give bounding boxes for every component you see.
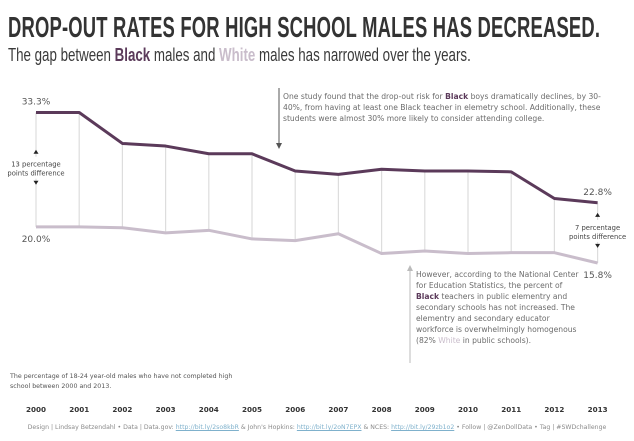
footer-jh-label: & John's Hopkins:: [238, 424, 297, 431]
link-nces[interactable]: http://bit.ly/29zb1o2: [391, 424, 455, 431]
annotation-text: boys dramatically declines, by 30-40%, f…: [283, 92, 601, 123]
annotation-text: teachers in public elementry and seconda…: [416, 292, 577, 345]
annotation-text: in public schools).: [460, 336, 532, 345]
annotation-highlight-black: Black: [445, 92, 469, 101]
subtitle-text: The gap between: [8, 45, 115, 65]
annotation-text: However, according to the National Cente…: [416, 270, 579, 290]
x-tick-label-2008: 2008: [372, 405, 392, 414]
chart-title: DROP-OUT RATES FOR HIGH SCHOOL MALES HAS…: [8, 12, 601, 44]
data-label-black-2013: 22.8%: [583, 188, 612, 198]
x-tick-label-2013: 2013: [588, 405, 608, 414]
annotation-highlight-black: Black: [416, 292, 440, 301]
x-tick-label-2003: 2003: [156, 405, 176, 414]
black-males-line: [36, 111, 598, 205]
arrow-down-icon: [595, 243, 601, 248]
x-tick-label-2001: 2001: [69, 405, 89, 414]
legend-black: Black: [114, 45, 151, 65]
x-tick-label-2011: 2011: [501, 405, 521, 414]
white-males-line: [36, 225, 598, 265]
footer-tag: Tag | #SWDchallenge: [539, 424, 607, 431]
x-tick-label-2002: 2002: [112, 405, 132, 414]
footer-design: Design | Lindsay Betzendahl: [27, 424, 116, 431]
data-label-white-2000: 20.0%: [22, 235, 51, 245]
legend-white: White: [219, 45, 256, 65]
x-tick-label-2000: 2000: [26, 405, 46, 414]
annotation-arrow-top: [276, 88, 282, 149]
footer-separator: •: [532, 424, 540, 431]
x-tick-label-2006: 2006: [285, 405, 305, 414]
annotation-arrows: [276, 88, 413, 363]
annotation-text: One study found that the drop-out risk f…: [283, 92, 446, 101]
connector-lines: [35, 112, 599, 263]
annotation-arrow-bottom: [407, 265, 413, 363]
data-label-white-2013: 15.8%: [583, 271, 612, 281]
annotation-bottom: However, according to the National Cente…: [416, 269, 586, 346]
arrow-down-icon: [276, 143, 282, 149]
series-lines: [35, 111, 598, 265]
arrow-up-icon: [407, 265, 413, 271]
footer-data-label: Data | Data.gov:: [123, 424, 176, 431]
x-tick-label-2005: 2005: [242, 405, 262, 414]
x-tick-label-2012: 2012: [544, 405, 564, 414]
value-labels: 33.3% 20.0% 22.8% 15.8%: [22, 98, 613, 282]
x-tick-label-2009: 2009: [415, 405, 435, 414]
x-tick-label-2004: 2004: [199, 405, 219, 414]
arrow-up-icon: [595, 212, 601, 217]
subtitle-text: males has narrowed over the years.: [255, 45, 471, 65]
footer-separator: •: [115, 424, 124, 431]
footer-follow: Follow | @ZenDollData: [461, 424, 533, 431]
diff-marker-end-bg: [565, 219, 630, 242]
footer-nces-label: & NCES:: [361, 424, 392, 431]
diff-marker-start-text: points difference: [7, 170, 64, 178]
diff-marker-end-text: points difference: [569, 233, 626, 241]
subtitle-text: males and: [150, 45, 220, 65]
arrow-up-icon: [33, 149, 39, 154]
diff-marker-start-bg: [4, 156, 68, 179]
x-tick-label-2010: 2010: [458, 405, 478, 414]
diff-marker-end-text: 7 percentage: [575, 224, 620, 232]
annotation-top: One study found that the drop-out risk f…: [283, 91, 613, 124]
footer: Design | Lindsay Betzendahl • Data | Dat…: [0, 424, 634, 431]
x-axis-labels: 2000 2001 2002 2003 2004 2005 2006 2007 2008 2009…: [26, 405, 608, 414]
chart-caption: The percentage of 18-24 year-old males w…: [10, 373, 233, 390]
annotation-highlight-white: White: [438, 336, 461, 345]
data-label-black-2000: 33.3%: [22, 98, 51, 108]
diff-marker-start-text: 13 percentage: [11, 161, 61, 169]
chart-subtitle: The gap between Black males and White ma…: [8, 45, 471, 66]
link-data-gov[interactable]: http://bit.ly/2so8kbR: [175, 424, 239, 431]
x-tick-label-2007: 2007: [328, 405, 348, 414]
footer-separator: •: [454, 424, 462, 431]
link-johns-hopkins[interactable]: http://bit.ly/2oN7EPX: [296, 424, 362, 431]
arrow-down-icon: [33, 180, 39, 185]
